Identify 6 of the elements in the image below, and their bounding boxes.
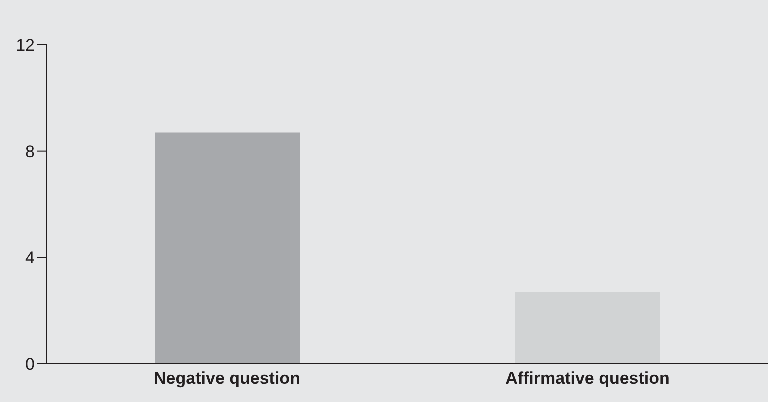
y-tick-label: 12 (16, 36, 35, 56)
y-tick-label: 0 (26, 355, 35, 374)
x-tick-label: Negative question (154, 369, 300, 388)
y-tick-label: 8 (26, 142, 35, 162)
x-tick-label: Affirmative question (506, 369, 670, 388)
y-tick-label: 4 (26, 248, 35, 268)
